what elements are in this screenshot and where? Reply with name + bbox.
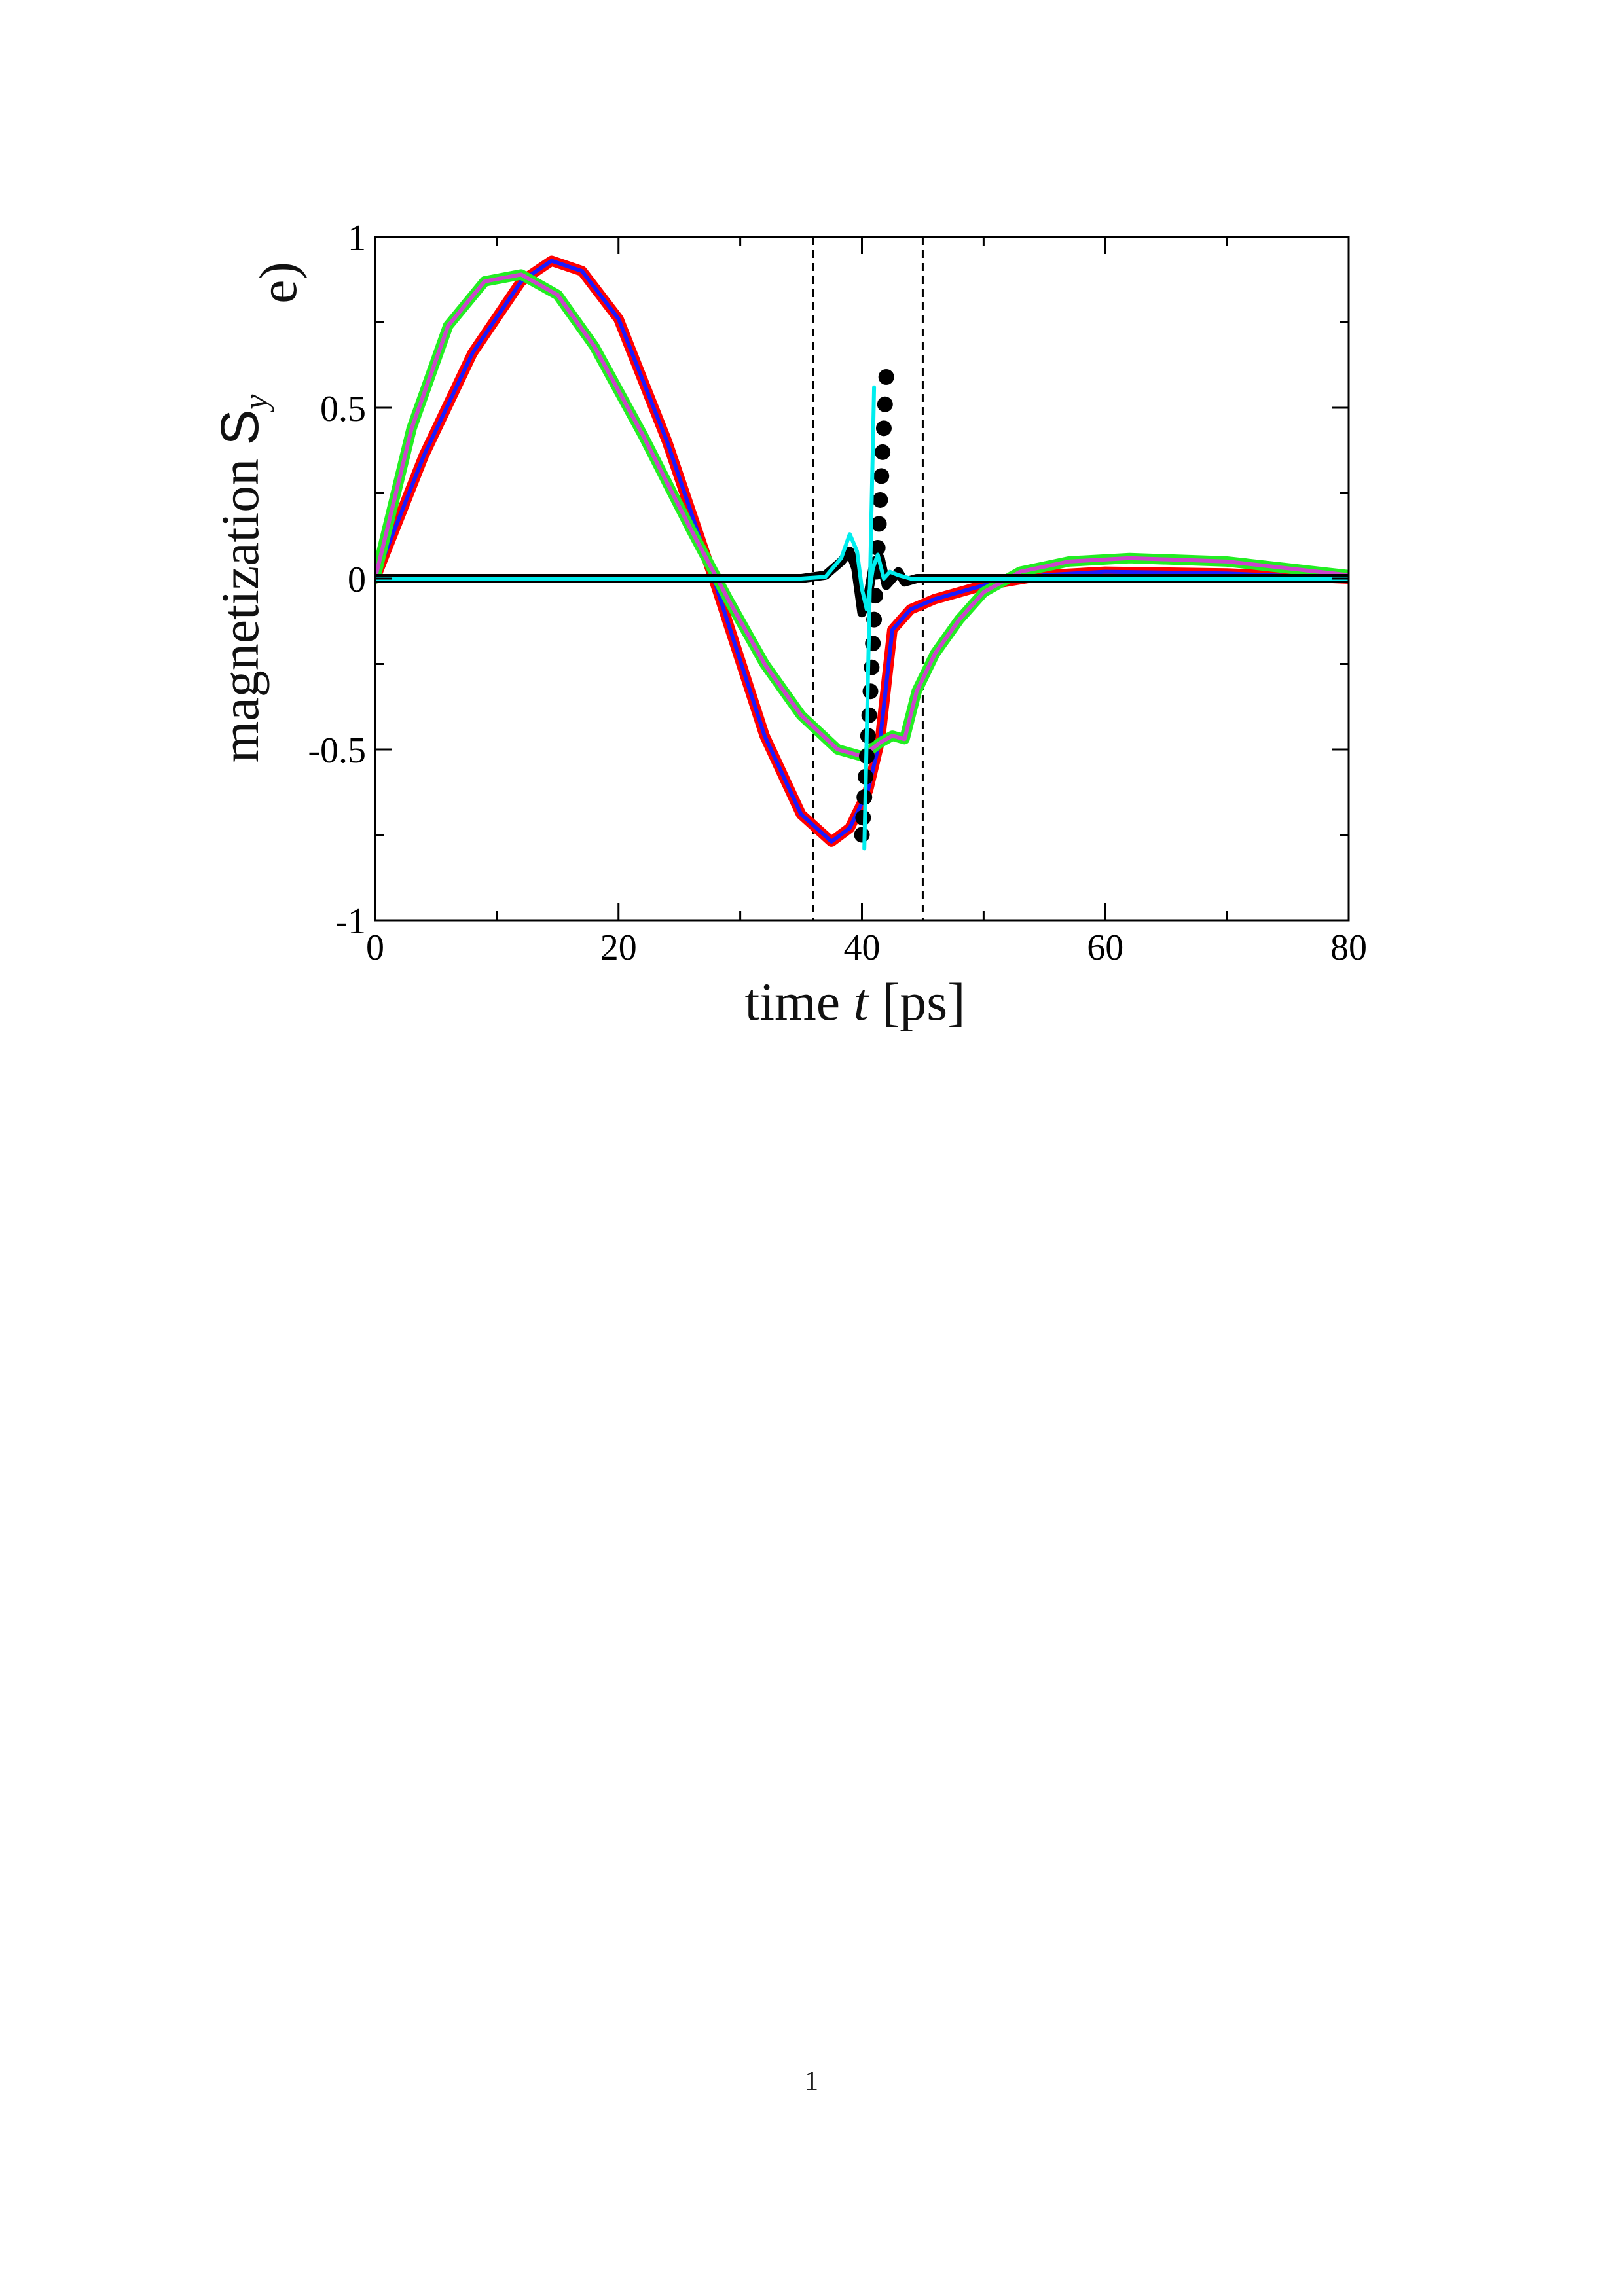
series-6-marker (873, 468, 890, 484)
series-8-line (862, 385, 877, 851)
x-tick-label: 0 (366, 927, 384, 968)
series-6-marker (871, 516, 887, 532)
series-layer (375, 255, 1349, 851)
series-6-marker (877, 396, 893, 412)
x-axis-label: time t [ps] (744, 972, 965, 1031)
series-6-marker (854, 827, 870, 843)
page-number: 1 (805, 2066, 818, 2096)
x-tick-label: 80 (1330, 927, 1367, 968)
series-4-line (375, 272, 1349, 759)
series-6-marker (875, 444, 891, 460)
x-tick-label: 20 (600, 927, 637, 968)
y-tick-label: 0 (348, 560, 366, 600)
y-tick-label: 1 (348, 218, 366, 259)
series-6-marker (869, 540, 886, 556)
axes (374, 236, 1350, 922)
x-tick-label: 60 (1087, 927, 1123, 968)
series-3-line (375, 269, 1349, 762)
panel-label: e) (248, 262, 308, 304)
y-axis-label: magnetization Sy (210, 394, 275, 763)
series-6-marker (862, 683, 879, 700)
tick-labels: 0 20 40 60 80 -1 -0.5 0 0.5 1 (308, 218, 1367, 968)
x-tick-label: 40 (844, 927, 881, 968)
series-6-marker (872, 492, 888, 508)
series-6-marker (878, 369, 894, 386)
series-6-marker (875, 420, 892, 437)
y-tick-label: -1 (335, 901, 366, 942)
series-7-line (375, 532, 1349, 611)
y-tick-label: 0.5 (320, 389, 366, 429)
y-tick-label: -0.5 (308, 730, 366, 771)
